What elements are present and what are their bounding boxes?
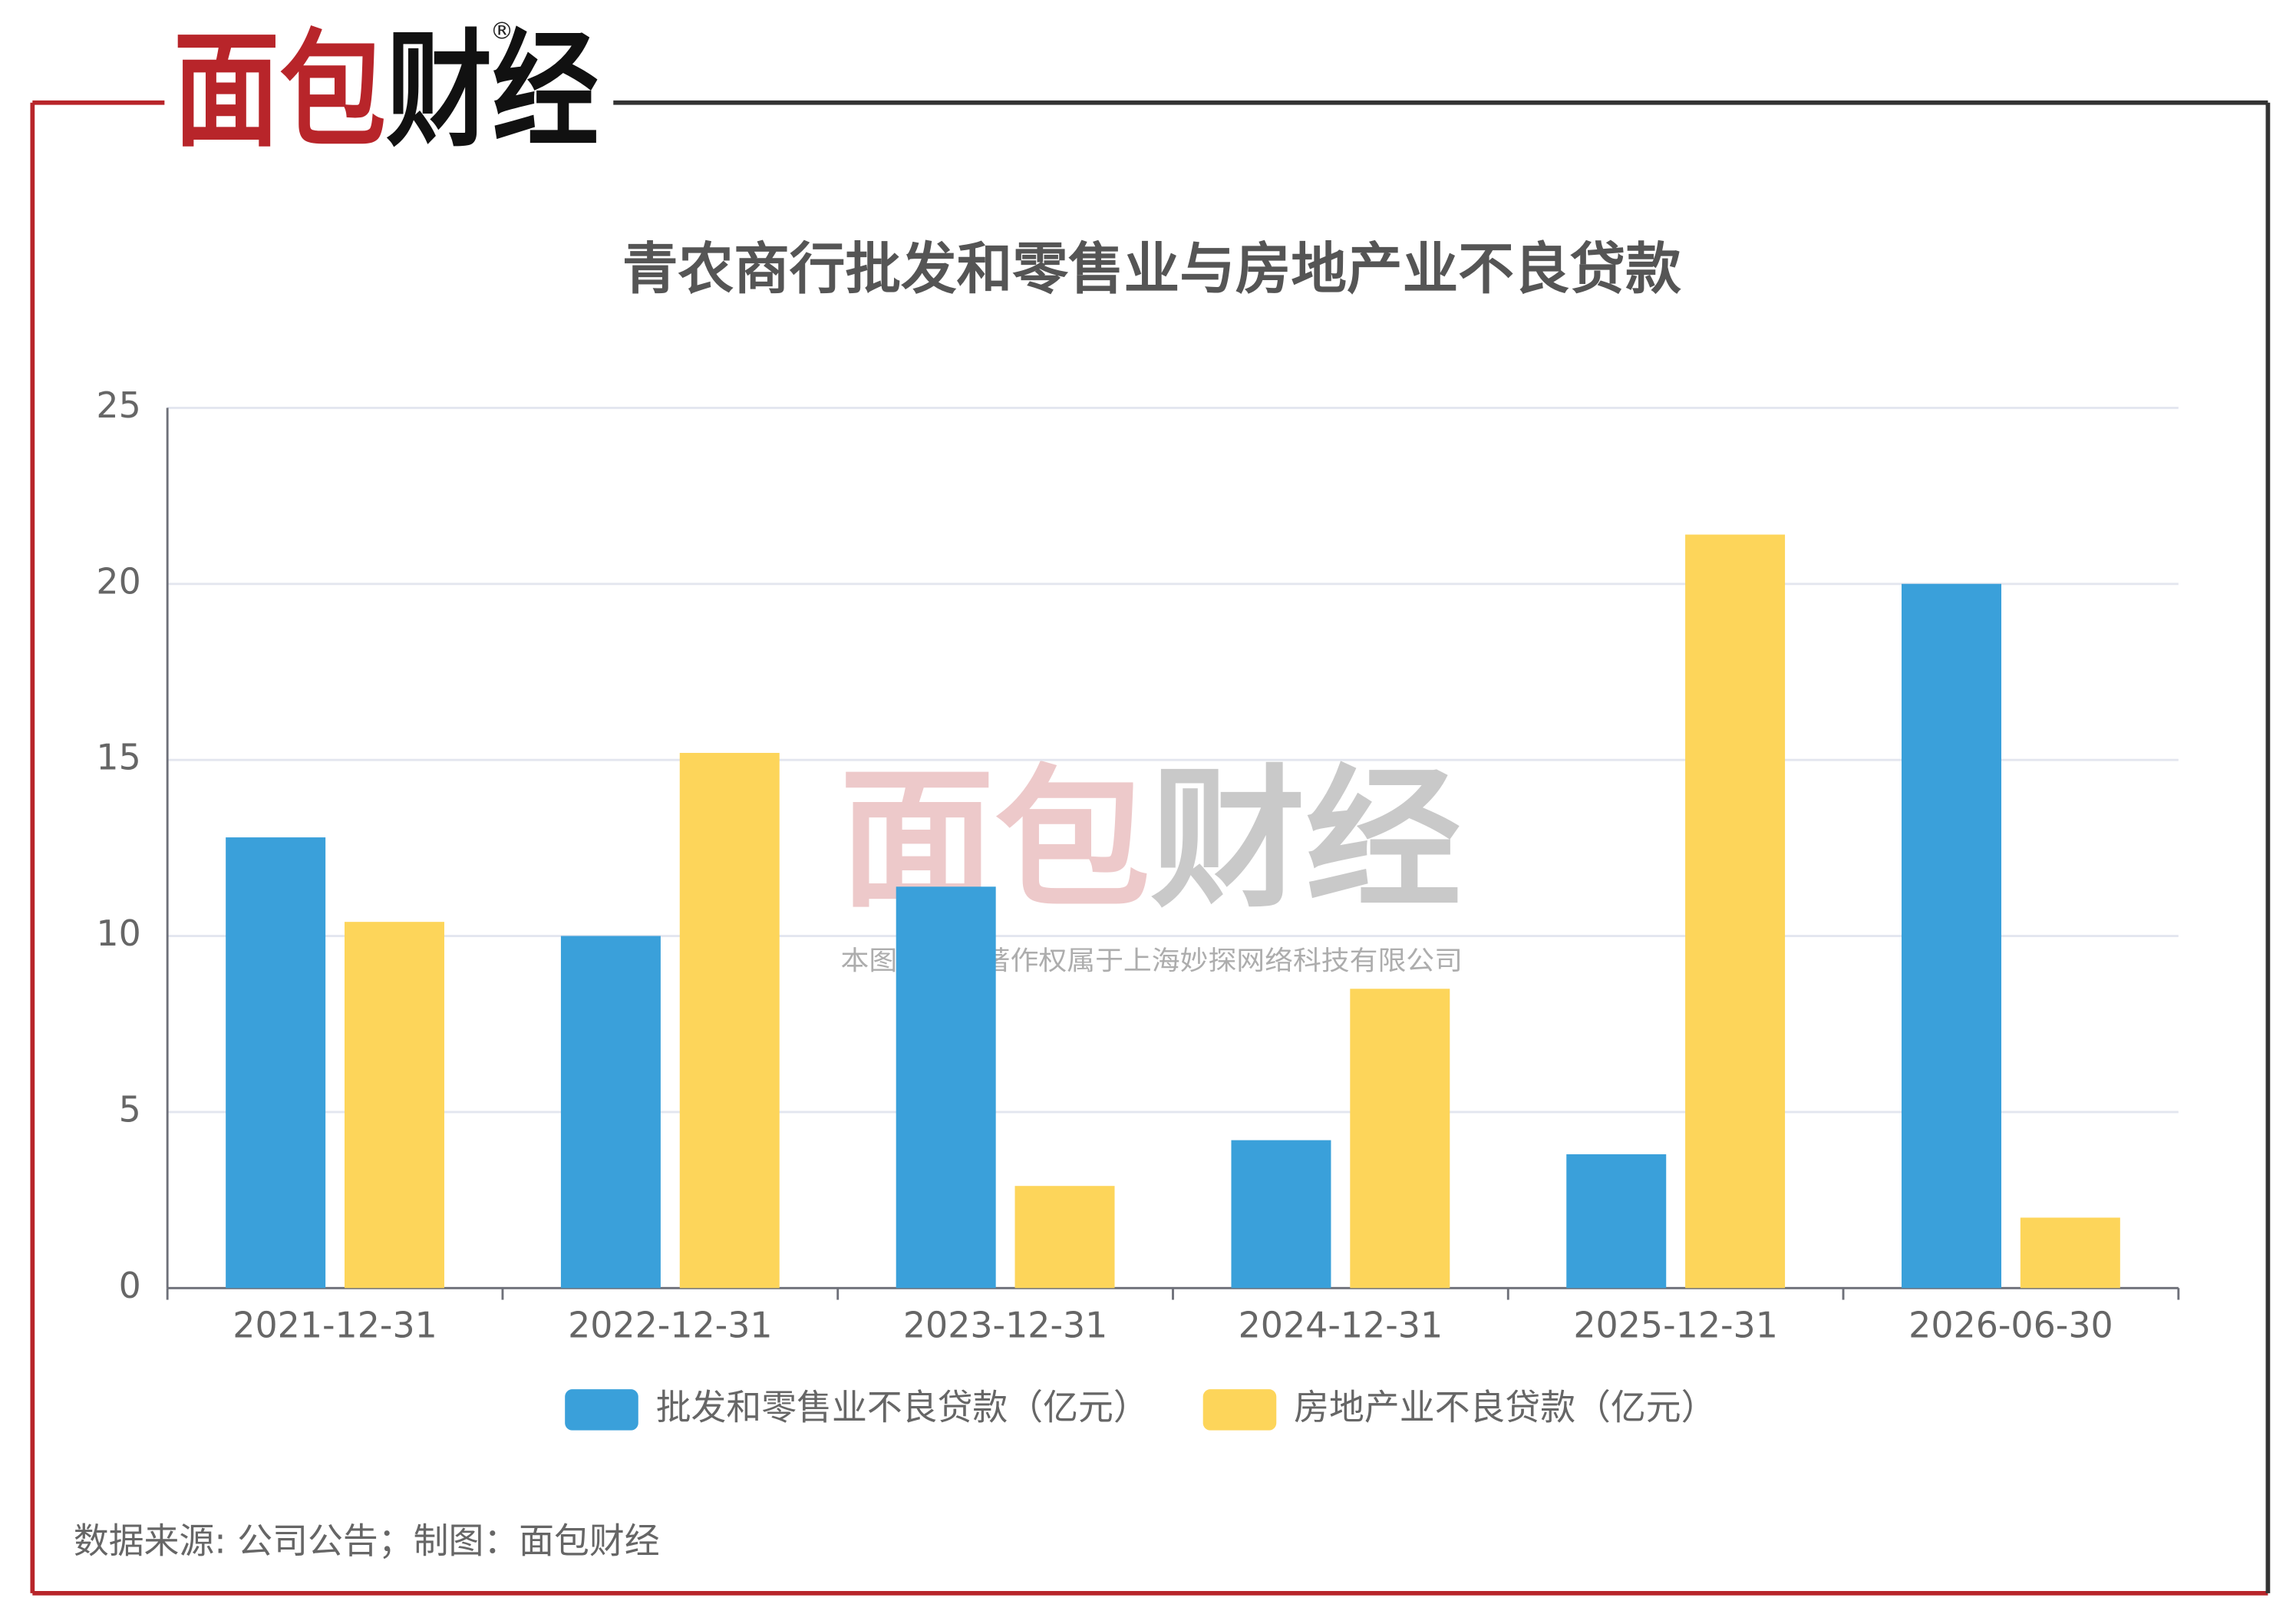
registered-mark: ® <box>490 18 514 45</box>
x-tick-label: 2021-12-31 <box>233 1304 437 1345</box>
bar <box>344 922 444 1289</box>
bar <box>1902 583 2001 1289</box>
x-tick-label: 2024-12-31 <box>1239 1304 1443 1345</box>
bar <box>679 752 780 1289</box>
bar <box>560 936 661 1289</box>
y-tick-label: 15 <box>96 737 140 778</box>
y-tick-label: 5 <box>119 1088 141 1130</box>
y-tick-label: 25 <box>96 385 140 426</box>
x-tick-label: 2026-06-30 <box>1908 1304 2113 1345</box>
bar <box>1350 989 1450 1289</box>
bar <box>1566 1154 1667 1289</box>
bar <box>896 886 996 1289</box>
logo: 面包财经 <box>173 17 599 164</box>
bar <box>1014 1186 1115 1289</box>
x-tick-label: 2023-12-31 <box>903 1304 1108 1345</box>
chart-title: 青农商行批发和零售业与房地产业不良贷款 <box>622 238 1681 302</box>
bar <box>1231 1140 1331 1289</box>
bar <box>226 837 326 1289</box>
legend-swatch <box>1202 1389 1277 1431</box>
x-tick-label: 2025-12-31 <box>1573 1304 1778 1345</box>
y-tick-label: 10 <box>96 913 140 954</box>
x-tick-label: 2022-12-31 <box>568 1304 773 1345</box>
bar <box>1685 534 1786 1289</box>
source-note: 数据来源: 公司公告；制图：面包财经 <box>74 1520 660 1561</box>
y-tick-label: 20 <box>96 560 140 602</box>
legend-swatch <box>565 1389 638 1431</box>
legend-label: 批发和零售业不良贷款（亿元） <box>656 1386 1149 1428</box>
legend-label: 房地产业不良贷款（亿元） <box>1294 1386 1716 1428</box>
bar <box>2020 1217 2120 1289</box>
y-tick-label: 0 <box>119 1265 141 1306</box>
